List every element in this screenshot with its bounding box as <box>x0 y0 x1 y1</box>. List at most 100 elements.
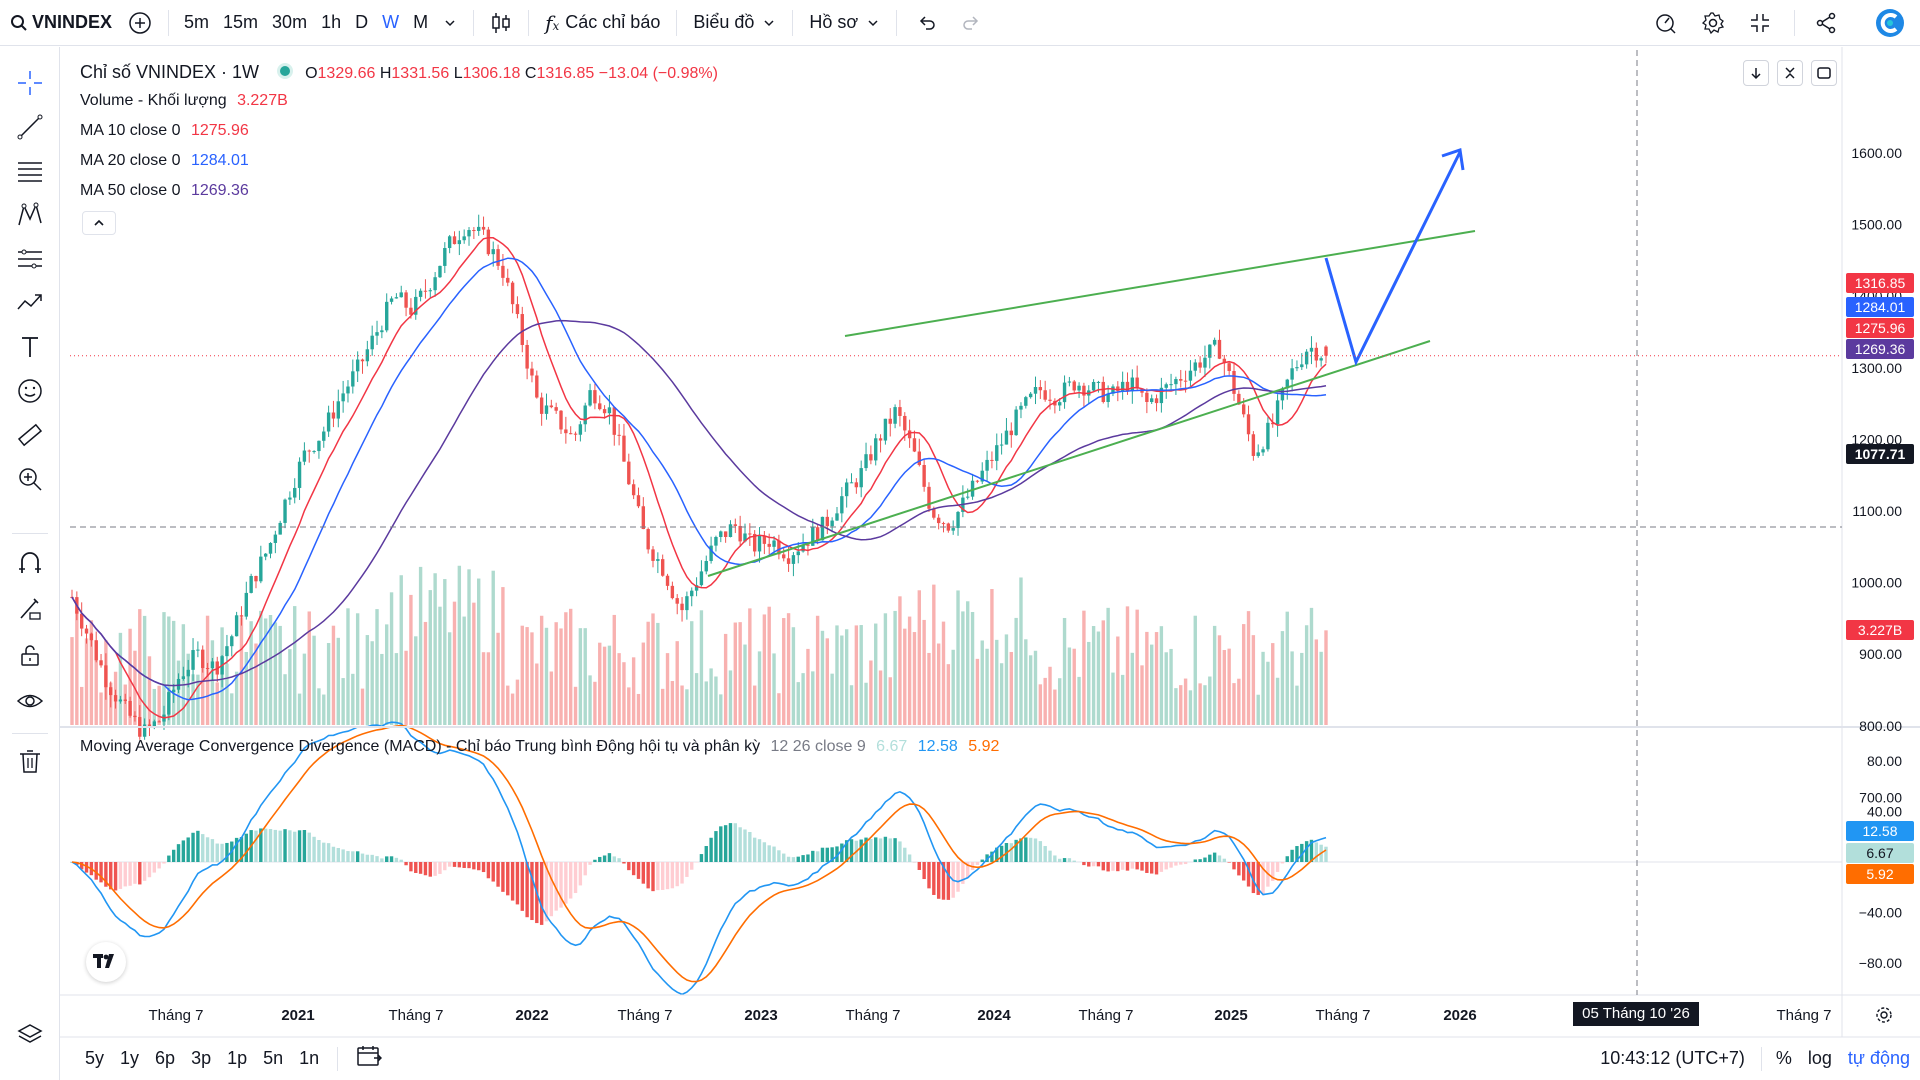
user-drawings <box>707 148 1476 577</box>
undo-button[interactable] <box>905 0 949 46</box>
redo-button[interactable] <box>949 0 993 46</box>
pane-maximize-button[interactable] <box>1811 60 1837 86</box>
timeframe-M[interactable]: M <box>413 12 429 32</box>
log-toggle[interactable]: log <box>1807 1048 1832 1068</box>
timezone-button[interactable]: 10:43:12 (UTC+7) <box>1600 1048 1745 1068</box>
macd-histogram-bar <box>1058 858 1062 862</box>
legend-collapse-button[interactable] <box>82 211 116 235</box>
candle-body <box>205 667 210 669</box>
trendline-tool[interactable] <box>14 111 46 143</box>
macd-histogram-bar <box>360 853 365 862</box>
volume-bar <box>709 668 713 725</box>
volume-bars <box>70 565 1328 725</box>
visibility-tool[interactable] <box>14 685 46 717</box>
candles-type-button[interactable] <box>482 0 520 46</box>
range-5y[interactable]: 5y <box>85 1048 105 1068</box>
candle-body <box>990 459 994 461</box>
timeframe-dropdown[interactable] <box>435 0 465 46</box>
candle-body <box>346 386 350 394</box>
range-3p[interactable]: 3p <box>191 1048 212 1068</box>
timeframe-W[interactable]: W <box>382 12 400 32</box>
macd-histogram-bar <box>651 862 655 892</box>
chart-title[interactable]: Chỉ số VNINDEX · 1W <box>80 62 260 82</box>
legend-volume[interactable]: Volume - Khối lượng 3.227B <box>80 92 288 110</box>
symbol-search[interactable]: VNINDEX <box>0 0 120 46</box>
timeframe-30m[interactable]: 30m <box>272 12 308 32</box>
crosshair-tool[interactable] <box>14 67 46 99</box>
legend-macd[interactable]: Moving Average Convergence Divergence (M… <box>80 738 999 756</box>
brand-logo[interactable] <box>1870 0 1910 46</box>
range-6p[interactable]: 6p <box>155 1048 176 1068</box>
drawing-mode-tool[interactable] <box>14 593 46 625</box>
macd-histogram-bar <box>389 856 394 862</box>
candle-body <box>864 454 868 469</box>
zoom-in-icon <box>19 468 42 491</box>
share-button[interactable] <box>1806 0 1846 46</box>
compare-add-button[interactable] <box>120 0 160 46</box>
candle-body <box>656 559 660 561</box>
legend-ma50[interactable]: MA 50 close 0 1269.36 <box>80 182 249 200</box>
timeframe-5m[interactable]: 5m <box>184 12 210 32</box>
emoji-tool[interactable] <box>14 375 46 407</box>
zoom-tool[interactable] <box>14 463 46 495</box>
candle-body <box>660 559 665 576</box>
candle-body <box>1053 400 1057 406</box>
volume-bar <box>883 613 888 725</box>
candle-body <box>462 236 466 241</box>
projection-tool[interactable] <box>14 243 46 275</box>
magnet-tool[interactable] <box>14 547 46 579</box>
candle-body <box>762 535 767 544</box>
timeframe-D[interactable]: D <box>355 12 369 32</box>
volume-bar <box>176 660 181 725</box>
lock-tool[interactable] <box>14 639 46 671</box>
pane-collapse-button[interactable] <box>1777 60 1803 86</box>
macd-histogram-bar <box>176 844 181 862</box>
indicators-button[interactable]: fx Các chỉ báo <box>537 0 668 46</box>
macd-histogram-bar <box>128 862 132 886</box>
time-axis-settings-button[interactable] <box>1872 1003 1896 1027</box>
range-5n[interactable]: 5n <box>263 1048 284 1068</box>
timeframe-1h[interactable]: 1h <box>321 12 342 32</box>
text-tool[interactable] <box>14 331 46 363</box>
auto-scale-toggle[interactable]: tự động <box>1847 1048 1910 1068</box>
volume-bar <box>389 592 394 725</box>
legend-ma20[interactable]: MA 20 close 0 1284.01 <box>80 152 249 170</box>
candle-body <box>220 656 224 675</box>
measure-tool[interactable] <box>14 419 46 451</box>
settings-button[interactable] <box>1693 0 1733 46</box>
macd-histogram-bar <box>259 828 263 862</box>
go-to-date-button[interactable] <box>348 1044 390 1073</box>
profile-button[interactable]: Hồ sơ <box>801 0 888 46</box>
range-1y[interactable]: 1y <box>120 1048 140 1068</box>
volume-bar <box>147 656 152 725</box>
volume-bar <box>1193 615 1197 725</box>
remove-drawings-tool[interactable] <box>14 745 46 777</box>
percent-toggle[interactable]: % <box>1775 1048 1792 1068</box>
candle-body <box>1082 385 1086 396</box>
fib-tool[interactable] <box>14 155 46 187</box>
fullscreen-button[interactable] <box>1740 0 1780 46</box>
range-1n[interactable]: 1n <box>299 1048 320 1068</box>
candle-body <box>225 646 229 657</box>
ma10-value: 1275.96 <box>190 122 249 139</box>
chart-layout-button[interactable]: Biểu đồ <box>685 0 784 46</box>
volume-bar <box>201 656 205 725</box>
candle-body <box>1324 346 1328 356</box>
candle-body <box>443 248 447 266</box>
timeframe-15m[interactable]: 15m <box>223 12 259 32</box>
range-1p[interactable]: 1p <box>227 1048 248 1068</box>
pane-move-down-button[interactable] <box>1743 60 1769 86</box>
forecast-arrow <box>1324 151 1462 367</box>
volume-bar <box>418 566 423 725</box>
object-tree-tool[interactable] <box>14 1019 46 1051</box>
quick-search-button[interactable] <box>1646 0 1686 46</box>
indicators-label: Các chỉ báo <box>565 12 661 32</box>
tradingview-logo[interactable] <box>86 942 126 982</box>
macd-histogram-bar <box>641 862 646 884</box>
volume-bar <box>1120 674 1125 725</box>
legend-ma10[interactable]: MA 10 close 0 1275.96 <box>80 122 249 140</box>
pattern-tool[interactable] <box>14 199 46 231</box>
forecast-tool[interactable] <box>14 287 46 319</box>
macd-histogram-bar <box>1004 843 1009 862</box>
